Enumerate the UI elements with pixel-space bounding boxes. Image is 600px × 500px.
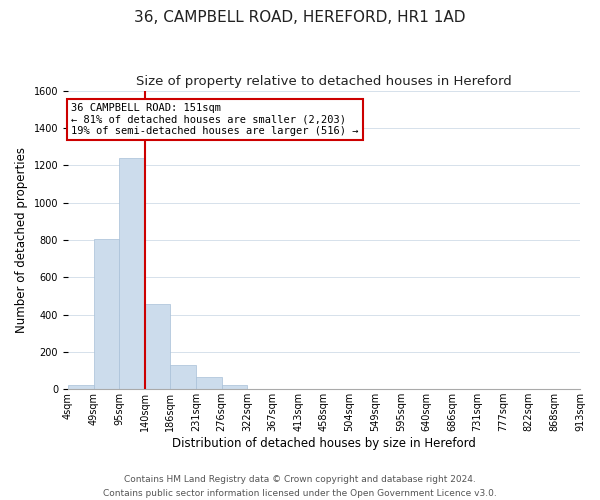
- Bar: [170, 365, 196, 389]
- Text: 36 CAMPBELL ROAD: 151sqm
← 81% of detached houses are smaller (2,203)
19% of sem: 36 CAMPBELL ROAD: 151sqm ← 81% of detach…: [71, 102, 358, 136]
- Bar: [68, 384, 94, 389]
- Bar: [119, 158, 145, 389]
- Text: Contains HM Land Registry data © Crown copyright and database right 2024.
Contai: Contains HM Land Registry data © Crown c…: [103, 476, 497, 498]
- Bar: [94, 239, 119, 389]
- Text: 36, CAMPBELL ROAD, HEREFORD, HR1 1AD: 36, CAMPBELL ROAD, HEREFORD, HR1 1AD: [134, 10, 466, 25]
- Bar: [145, 304, 170, 389]
- Bar: [221, 385, 247, 389]
- Bar: [196, 377, 221, 389]
- Y-axis label: Number of detached properties: Number of detached properties: [15, 147, 28, 333]
- X-axis label: Distribution of detached houses by size in Hereford: Distribution of detached houses by size …: [172, 437, 476, 450]
- Title: Size of property relative to detached houses in Hereford: Size of property relative to detached ho…: [136, 75, 512, 88]
